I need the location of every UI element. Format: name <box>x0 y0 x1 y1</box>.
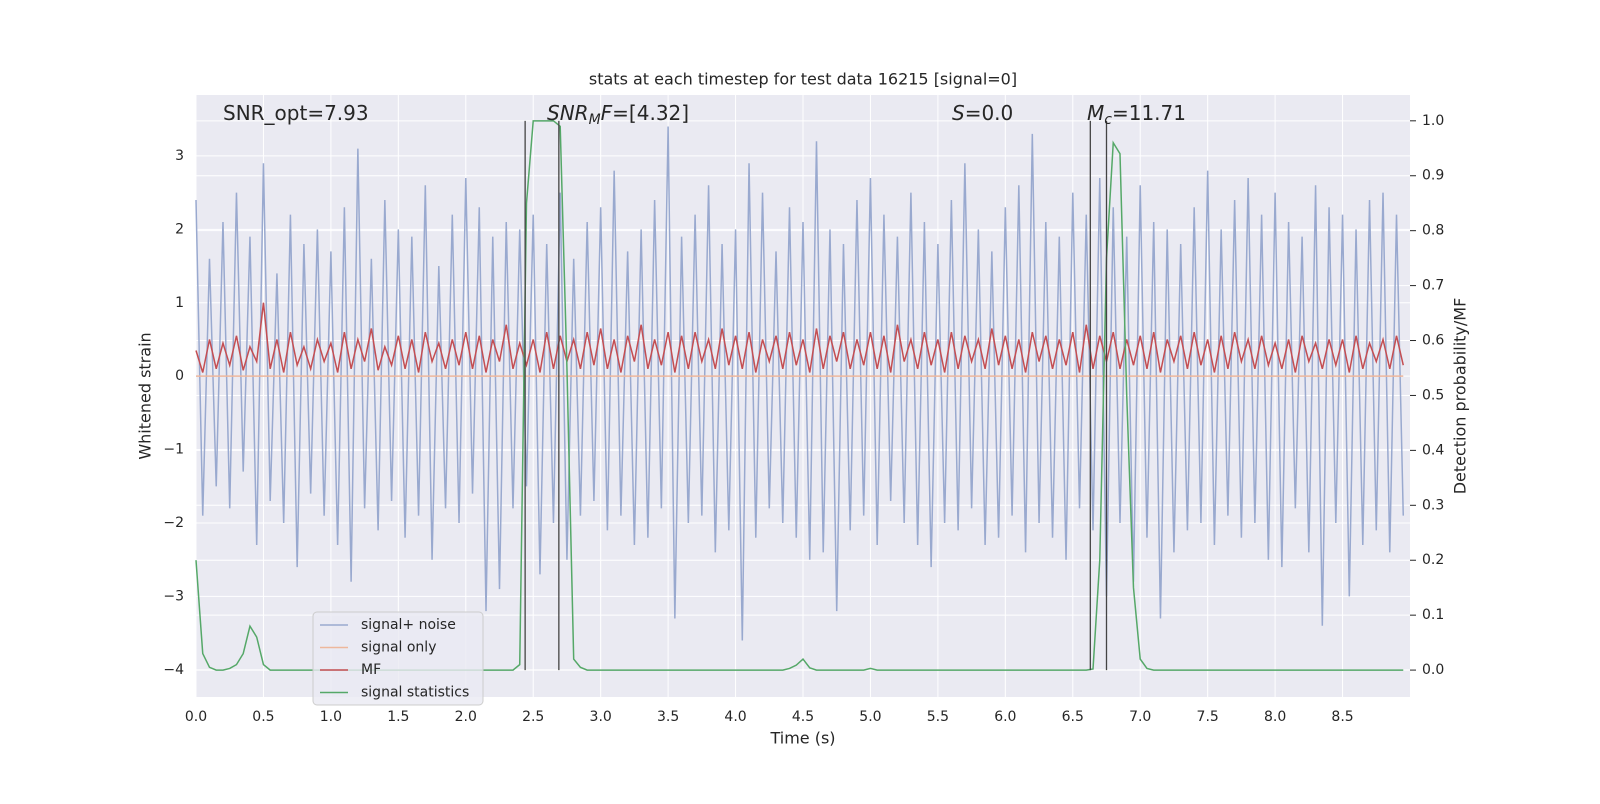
y2-tick-label: 0.8 <box>1422 223 1444 239</box>
y-tick-label: 3 <box>175 148 184 164</box>
x-tick-label: 4.5 <box>792 709 814 725</box>
y2-tick-label: 0.7 <box>1422 278 1444 294</box>
x-tick-label: 8.5 <box>1331 709 1353 725</box>
y2-axis-label: Detection probability/MF <box>1451 298 1470 495</box>
x-tick-label: 0.0 <box>185 709 207 725</box>
x-tick-label: 4.0 <box>724 709 746 725</box>
x-tick-label: 7.0 <box>1129 709 1151 725</box>
annotation-part: M <box>1087 101 1104 125</box>
y-tick-label: −4 <box>163 662 184 678</box>
y2-tick-label: 0.0 <box>1422 662 1444 678</box>
x-tick-label: 6.5 <box>1062 709 1084 725</box>
x-tick-label: 1.0 <box>320 709 342 725</box>
y2-tick-label: 0.9 <box>1422 168 1444 184</box>
x-tick-label: 8.0 <box>1264 709 1286 725</box>
y-tick-label: −2 <box>163 515 184 531</box>
y2-tick-label: 0.6 <box>1422 333 1444 349</box>
y2-tick-label: 1.0 <box>1422 113 1444 129</box>
x-tick-label: 5.0 <box>859 709 881 725</box>
y-tick-label: −1 <box>163 442 184 458</box>
y2-tick-label: 0.3 <box>1422 497 1444 513</box>
annotation-part: SNR_opt=7.93 <box>223 101 369 125</box>
x-tick-label: 7.5 <box>1197 709 1219 725</box>
annotation-part: =[4.32] <box>612 101 689 125</box>
annotation: SNR_opt=7.93 <box>223 101 369 125</box>
x-tick-label: 2.0 <box>455 709 477 725</box>
chart-title: stats at each timestep for test data 162… <box>589 70 1017 89</box>
x-tick-label: 3.0 <box>590 709 612 725</box>
y2-tick-label: 0.4 <box>1422 442 1444 458</box>
annotation-part: M <box>589 112 601 128</box>
x-tick-label: 1.5 <box>387 709 409 725</box>
legend-box <box>312 611 484 706</box>
y-tick-label: −3 <box>163 588 184 604</box>
y-axis-label: Whitened strain <box>136 332 155 459</box>
x-axis-label: Time (s) <box>769 729 835 748</box>
x-tick-label: 0.5 <box>252 709 274 725</box>
legend-label: MF <box>361 662 381 678</box>
annotation-part: SNR <box>547 101 589 125</box>
y-tick-label: 1 <box>175 295 184 311</box>
annotation-part: F <box>601 101 613 125</box>
x-tick-label: 2.5 <box>522 709 544 725</box>
series-line <box>195 126 1405 641</box>
x-tick-label: 3.5 <box>657 709 679 725</box>
annotation: Mc=11.71 <box>1087 101 1186 129</box>
x-tick-label: 5.5 <box>927 709 949 725</box>
legend-label: signal statistics <box>361 685 469 701</box>
y2-tick-label: 0.5 <box>1422 387 1444 403</box>
annotation-part: S <box>952 101 965 125</box>
series-line <box>195 302 1404 373</box>
annotation-part: =0.0 <box>965 101 1014 125</box>
legend-label: signal+ noise <box>361 617 456 633</box>
legend-label: signal only <box>361 640 436 656</box>
x-tick-label: 6.0 <box>994 709 1016 725</box>
y-tick-label: 0 <box>175 368 184 384</box>
annotation: SNRMF=[4.32] <box>547 101 689 129</box>
annotation: S=0.0 <box>952 101 1013 125</box>
y2-tick-label: 0.2 <box>1422 552 1444 568</box>
y-tick-label: 2 <box>175 221 184 237</box>
y2-tick-label: 0.1 <box>1422 607 1444 623</box>
annotation-part: c <box>1104 112 1112 128</box>
annotation-part: =11.71 <box>1112 101 1186 125</box>
